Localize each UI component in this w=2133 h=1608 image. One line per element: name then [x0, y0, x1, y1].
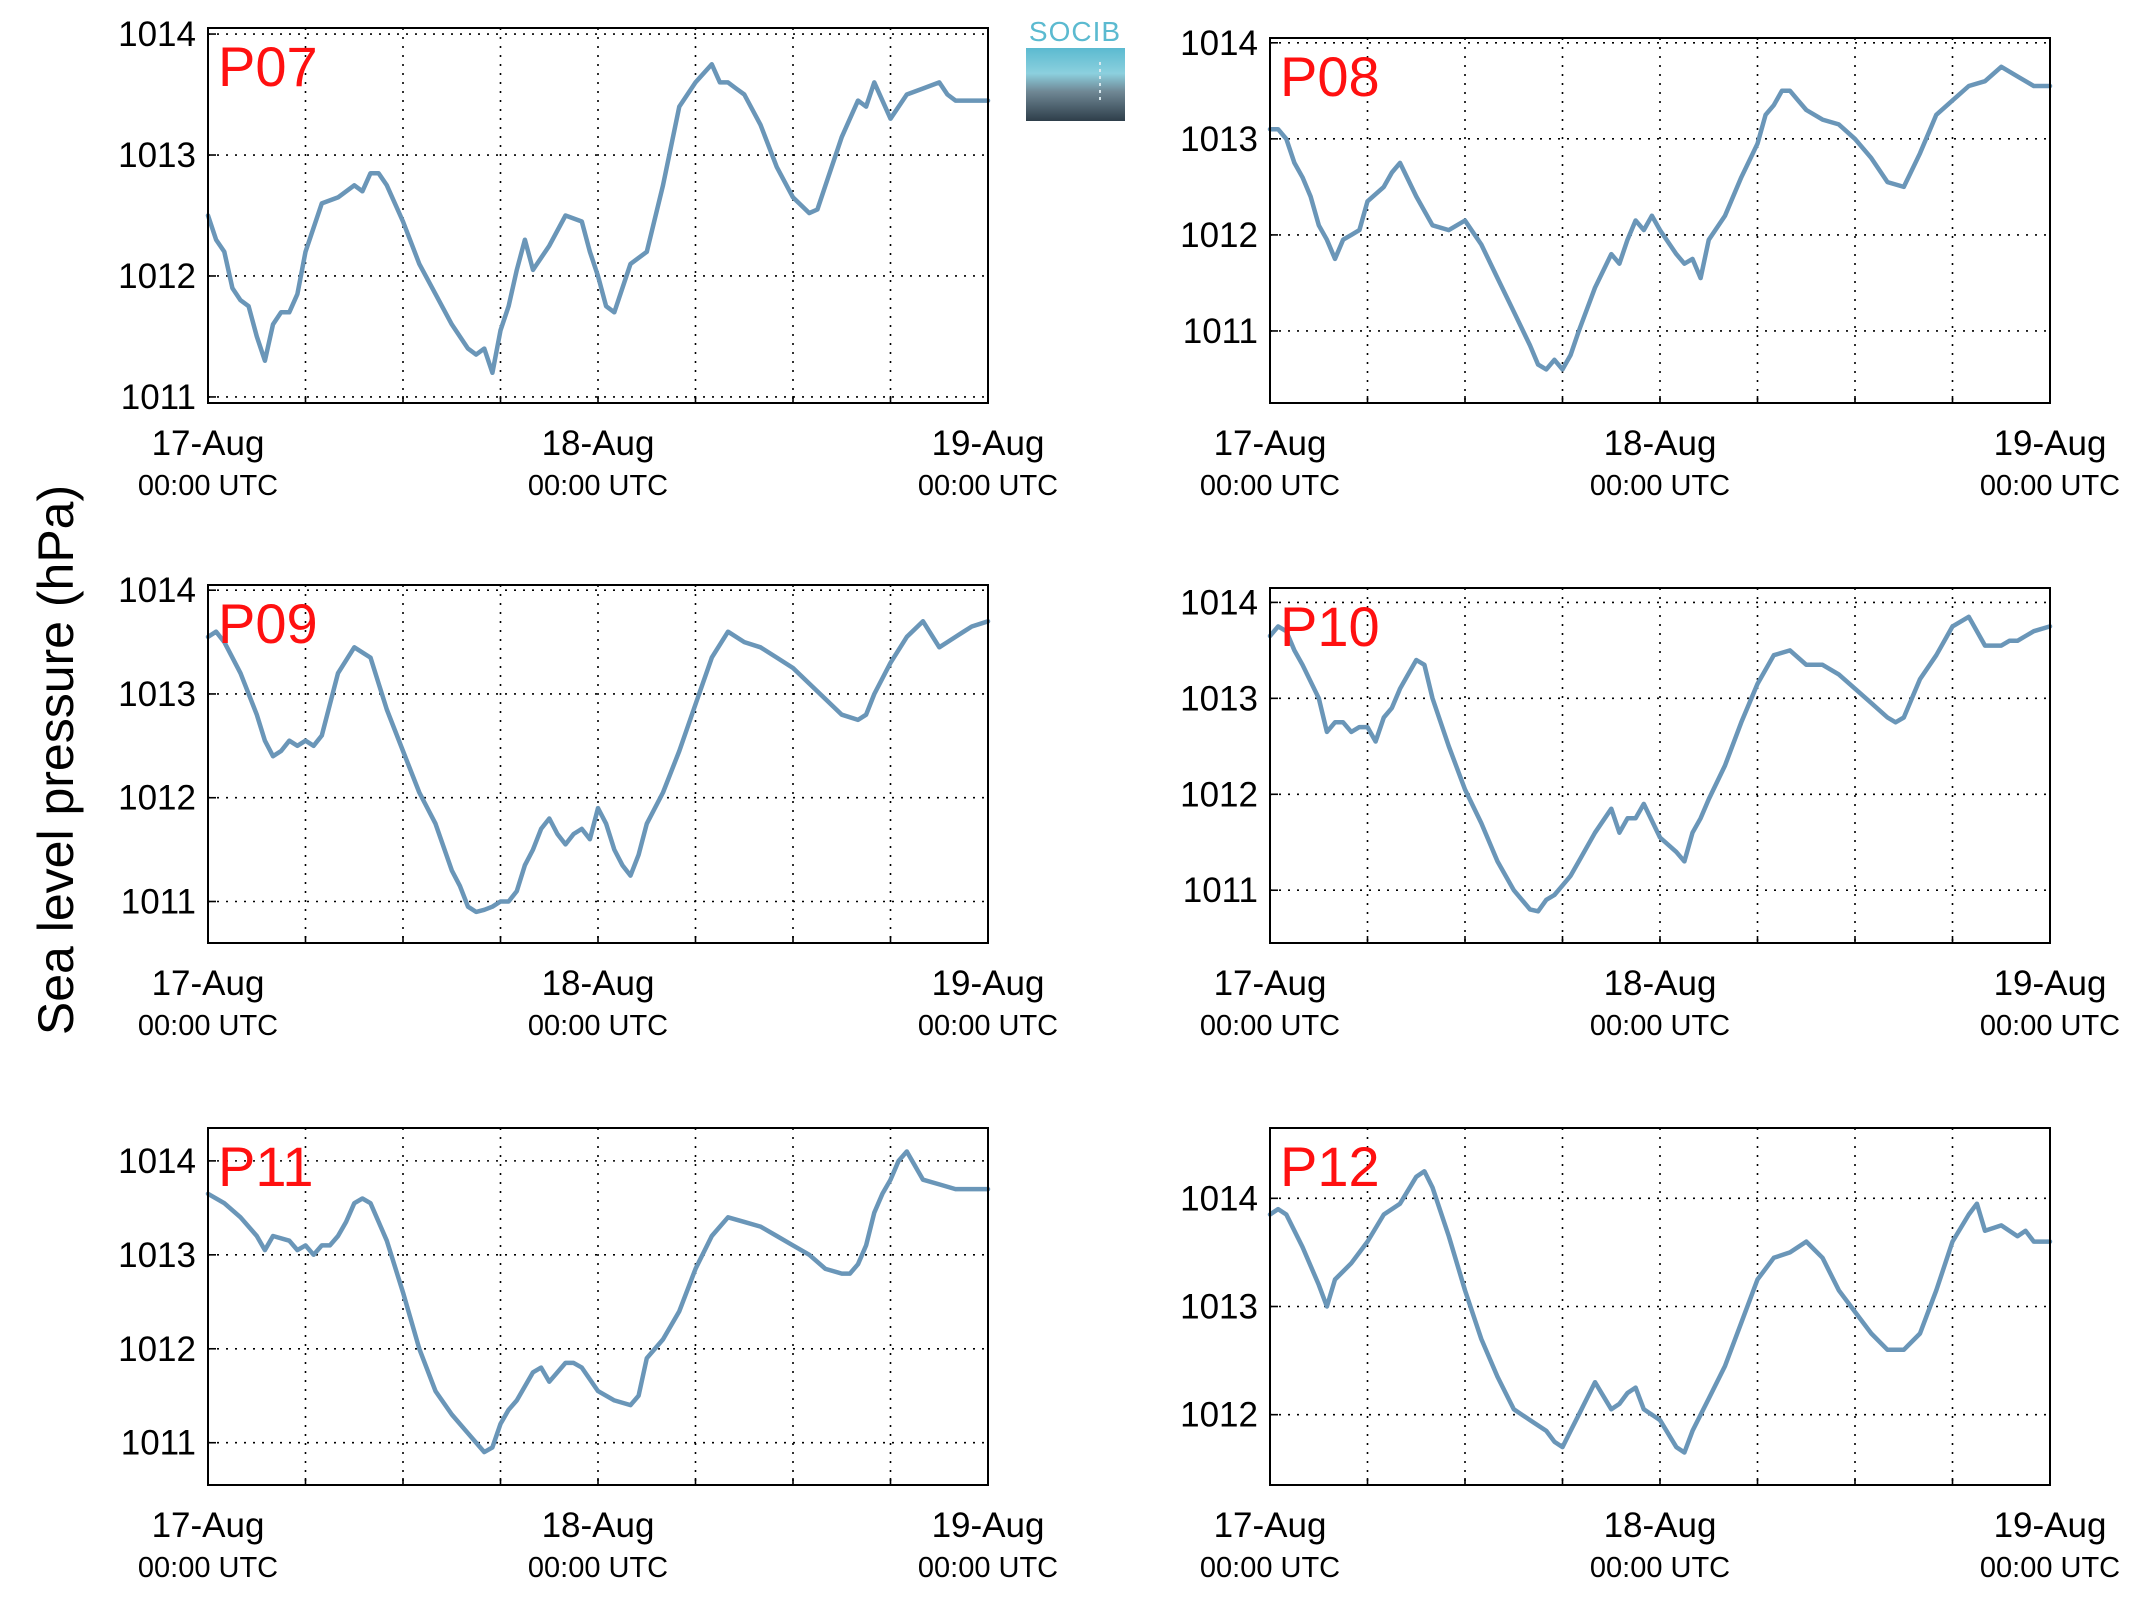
y-tick-label: 1012 — [1180, 775, 1258, 814]
y-tick-label: 1012 — [1180, 1396, 1258, 1435]
x-tick-date-label: 19-Aug — [932, 964, 1045, 1003]
panel-p12: 1012 1013 1014 P12 17-Aug 00:00 UTC 18-Aug 00:0… — [1180, 1127, 2120, 1584]
x-tick-time-label: 00:00 UTC — [1590, 470, 1730, 502]
x-tick-time-label: 00:00 UTC — [528, 1010, 668, 1042]
x-tick-date-label: 17-Aug — [152, 424, 265, 463]
panels: 1011 1012 1013 1014 P07 17-Aug 00:00 UTC 18-Aug… — [118, 15, 2120, 1584]
y-tick-label: 1012 — [118, 1330, 196, 1369]
y-axis-label: Sea level pressure (hPa) — [28, 485, 84, 1035]
y-tick-label: 1012 — [1180, 216, 1258, 255]
y-tick-label: 1014 — [118, 15, 196, 54]
panel-label: P12 — [1280, 1135, 1380, 1198]
x-tick-time-label: 00:00 UTC — [1980, 1552, 2120, 1584]
axes-frame — [1269, 37, 2051, 404]
pressure-line-p10 — [1267, 614, 2053, 914]
panel-p11: 1011 1012 1013 1014 P11 17-Aug 00:00 UTC 18-Aug… — [118, 1127, 1058, 1584]
axes-frame — [207, 27, 989, 404]
y-tick-label: 1013 — [1180, 1288, 1258, 1327]
panel-p08: 1011 1012 1013 1014 P08 17-Aug 00:00 UTC 18-Aug… — [1180, 24, 2120, 502]
axes-frame — [1269, 1127, 2051, 1486]
y-tick-label: 1011 — [1183, 312, 1258, 351]
x-tick-time-label: 00:00 UTC — [138, 1010, 278, 1042]
x-tick-date-label: 17-Aug — [1214, 964, 1327, 1003]
y-tick-label: 1013 — [118, 1236, 196, 1275]
x-tick-date-label: 19-Aug — [932, 1506, 1045, 1545]
y-tick-label: 1014 — [1180, 24, 1258, 63]
y-tick-label: 1011 — [121, 882, 196, 921]
x-tick-date-label: 17-Aug — [152, 964, 265, 1003]
y-tick-label: 1011 — [1183, 871, 1258, 910]
y-tick-label: 1013 — [1180, 120, 1258, 159]
y-tick-label: 1013 — [118, 675, 196, 714]
pressure-line-p09 — [205, 619, 991, 915]
x-tick-date-label: 19-Aug — [1994, 964, 2107, 1003]
y-tick-label: 1014 — [1180, 1179, 1258, 1218]
x-tick-date-label: 17-Aug — [1214, 424, 1327, 463]
panel-p10: 1011 1012 1013 1014 P10 17-Aug 00:00 UTC 18-Aug… — [1180, 583, 2120, 1042]
pressure-line-p08 — [1267, 64, 2053, 372]
axes-frame — [207, 584, 989, 944]
y-tick-label: 1014 — [1180, 583, 1258, 622]
x-tick-time-label: 00:00 UTC — [918, 1552, 1058, 1584]
y-tick-label: 1013 — [118, 136, 196, 175]
socib-logo: SOCIB — [1026, 16, 1125, 121]
x-tick-date-label: 19-Aug — [1994, 1506, 2107, 1545]
panel-p07: 1011 1012 1013 1014 P07 17-Aug 00:00 UTC 18-Aug… — [118, 15, 1058, 502]
x-tick-time-label: 00:00 UTC — [918, 1010, 1058, 1042]
x-tick-time-label: 00:00 UTC — [1200, 1552, 1340, 1584]
panel-label: P08 — [1280, 45, 1380, 108]
y-tick-label: 1012 — [118, 779, 196, 818]
panel-p09: 1011 1012 1013 1014 P09 17-Aug 00:00 UTC 18-Aug… — [118, 571, 1058, 1042]
y-tick-label: 1014 — [118, 1142, 196, 1181]
x-tick-time-label: 00:00 UTC — [1590, 1552, 1730, 1584]
y-tick-label: 1011 — [121, 378, 196, 417]
x-tick-time-label: 00:00 UTC — [918, 470, 1058, 502]
x-tick-time-label: 00:00 UTC — [1200, 1010, 1340, 1042]
x-tick-date-label: 18-Aug — [1604, 1506, 1717, 1545]
x-tick-time-label: 00:00 UTC — [138, 470, 278, 502]
x-tick-date-label: 17-Aug — [1214, 1506, 1327, 1545]
x-tick-time-label: 00:00 UTC — [1200, 470, 1340, 502]
panel-label: P10 — [1280, 595, 1380, 658]
y-tick-label: 1014 — [118, 571, 196, 610]
axes-frame — [207, 1127, 989, 1486]
x-tick-date-label: 17-Aug — [152, 1506, 265, 1545]
y-tick-label: 1011 — [121, 1424, 196, 1463]
x-tick-date-label: 18-Aug — [1604, 424, 1717, 463]
pressure-line-p11 — [205, 1149, 991, 1455]
logo-text: SOCIB — [1029, 16, 1121, 47]
y-tick-label: 1012 — [118, 257, 196, 296]
axes-frame — [1269, 587, 2051, 944]
pressure-line-p07 — [205, 62, 991, 376]
x-tick-date-label: 18-Aug — [542, 964, 655, 1003]
y-tick-label: 1013 — [1180, 679, 1258, 718]
x-tick-date-label: 18-Aug — [1604, 964, 1717, 1003]
x-tick-date-label: 18-Aug — [542, 424, 655, 463]
x-tick-time-label: 00:00 UTC — [1590, 1010, 1730, 1042]
x-tick-date-label: 18-Aug — [542, 1506, 655, 1545]
logo-emblem — [1026, 48, 1125, 121]
pressure-line-p12 — [1267, 1169, 2053, 1455]
x-tick-time-label: 00:00 UTC — [1980, 1010, 2120, 1042]
x-tick-date-label: 19-Aug — [1994, 424, 2107, 463]
x-tick-time-label: 00:00 UTC — [1980, 470, 2120, 502]
panel-label: P11 — [218, 1135, 313, 1198]
panel-label: P07 — [218, 35, 318, 98]
panel-label: P09 — [218, 592, 318, 655]
x-tick-time-label: 00:00 UTC — [528, 470, 668, 502]
x-tick-date-label: 19-Aug — [932, 424, 1045, 463]
x-tick-time-label: 00:00 UTC — [528, 1552, 668, 1584]
x-tick-time-label: 00:00 UTC — [138, 1552, 278, 1584]
